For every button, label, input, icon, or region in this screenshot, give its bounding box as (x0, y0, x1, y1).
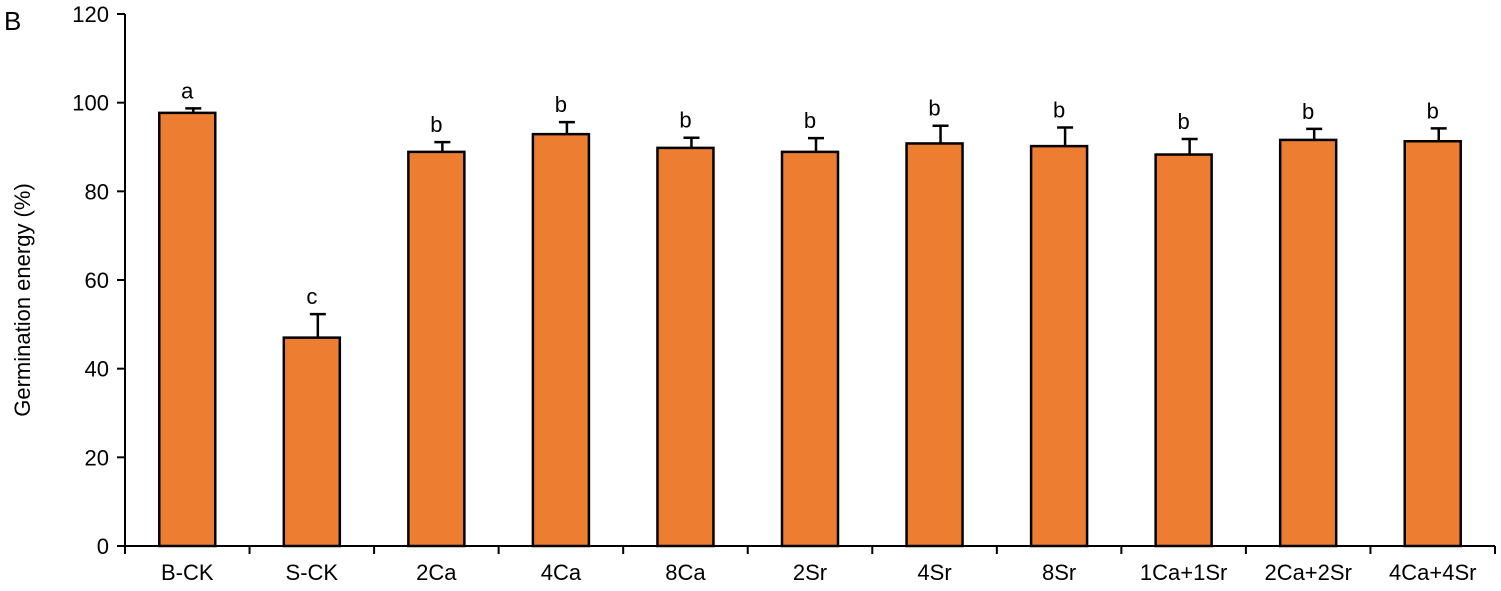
x-tick-label: S-CK (286, 560, 339, 585)
y-tick-label: 40 (85, 357, 109, 382)
y-tick-label: 80 (85, 179, 109, 204)
x-tick-label: 4Ca+4Sr (1389, 560, 1476, 585)
significance-letter: b (928, 96, 940, 121)
bar-2Sr (780, 150, 840, 548)
significance-letter: b (430, 112, 442, 137)
significance-letter: b (1302, 99, 1314, 124)
bar-8Ca (656, 146, 715, 548)
bar-4Ca+4Sr (1403, 139, 1462, 548)
significance-letter: b (555, 92, 567, 117)
y-tick-label: 60 (85, 268, 109, 293)
x-tick-label: 4Ca (541, 560, 582, 585)
bar-4Sr (905, 142, 964, 548)
significance-letter: b (804, 108, 816, 133)
x-tick-label: B-CK (161, 560, 214, 585)
significance-letter: a (181, 78, 194, 103)
bar-B-CK (158, 111, 217, 548)
significance-letter: b (1053, 97, 1065, 122)
significance-letter: b (1178, 109, 1190, 134)
panel-label: B (4, 6, 22, 36)
significance-letter: c (306, 284, 317, 309)
bar-8Sr (1029, 144, 1089, 548)
x-tick-label: 2Ca+2Sr (1264, 560, 1351, 585)
significance-letter: b (679, 108, 691, 133)
y-tick-label: 120 (72, 2, 109, 27)
bar-2Ca+2Sr (1278, 138, 1338, 548)
bar-2Ca (407, 150, 466, 548)
y-tick-label: 100 (72, 91, 109, 116)
x-tick-label: 2Ca (416, 560, 457, 585)
y-tick-label: 0 (97, 534, 109, 559)
bar-4Ca (531, 132, 591, 548)
y-axis-label: Germination energy (%) (10, 183, 35, 417)
x-tick-label: 2Sr (793, 560, 827, 585)
y-tick-label: 20 (85, 445, 109, 470)
significance-letter: b (1427, 98, 1439, 123)
x-tick-label: 8Ca (665, 560, 706, 585)
bar-1Ca+1Sr (1154, 153, 1213, 548)
x-tick-label: 4Sr (917, 560, 951, 585)
bar-S-CK (282, 336, 342, 548)
x-tick-label: 1Ca+1Sr (1140, 560, 1227, 585)
x-tick-label: 8Sr (1042, 560, 1076, 585)
